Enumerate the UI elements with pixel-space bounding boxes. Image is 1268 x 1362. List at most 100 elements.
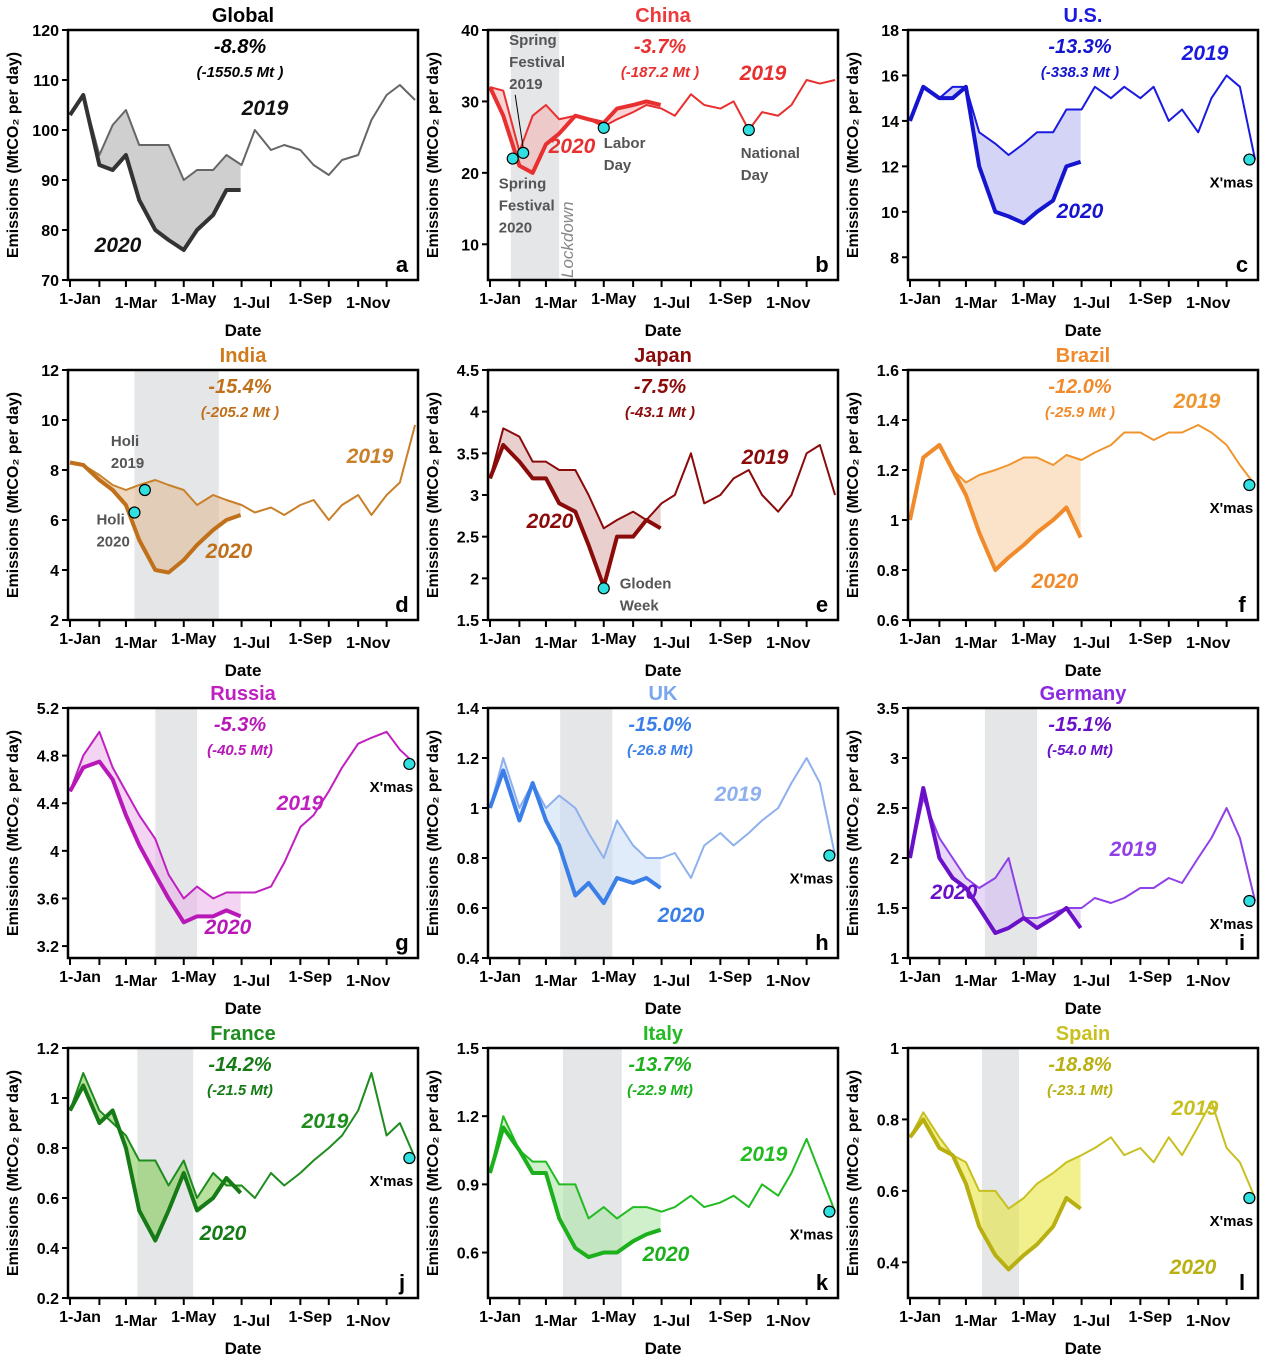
y-tick-label: 10 (461, 237, 479, 254)
x-tick-label: 1-Nov (346, 973, 391, 990)
x-tick-label: 1-Nov (766, 295, 811, 312)
y-tick-label: 3 (470, 488, 479, 505)
change-mt: (-205.2 Mt ) (201, 404, 279, 421)
x-tick-label: 1-Mar (955, 295, 998, 312)
x-tick-label: 1-Jan (479, 969, 521, 986)
event-label: 2020 (499, 220, 532, 237)
x-tick-label: 1-Jan (479, 291, 521, 308)
panel-letter: l (1239, 1270, 1245, 1295)
panel-letter: g (395, 930, 408, 955)
change-mt: (-1550.5 Mt ) (197, 64, 284, 81)
x-tick-label: 1-Jul (653, 1313, 690, 1330)
y-tick-label: 1 (890, 513, 899, 530)
panel-title: Global (212, 5, 274, 27)
y-tick-label: 0.6 (457, 901, 479, 918)
series-2019-line (489, 427, 837, 530)
event-marker (517, 146, 530, 159)
y-tick-label: 1.4 (877, 413, 899, 430)
x-tick-label: 1-Sep (1129, 1309, 1173, 1326)
x-tick-label: 1-Mar (115, 973, 158, 990)
x-tick-label: 1-Jul (653, 295, 690, 312)
x-tick-label: 1-May (171, 969, 216, 986)
series-label-2019: 2019 (301, 1110, 349, 1133)
series-2020-line (488, 768, 662, 905)
x-tick-label: 1-May (1011, 1309, 1056, 1326)
x-tick-label: 1-Jul (233, 635, 270, 652)
y-tick-label: 0.8 (877, 563, 899, 580)
change-mt: (-22.9 Mt) (627, 1082, 693, 1099)
panel-title: China (635, 5, 691, 27)
y-tick-label: 12 (41, 363, 59, 380)
y-tick-label: 90 (41, 173, 59, 190)
panel-russia: 3.2 3.6 4 4.4 4.8 5.2 1-Jan 1-Mar 1-May 1-Jul 1-Se… (5, 683, 420, 1018)
x-axis-label: Date (225, 321, 262, 340)
series-label-2019: 2019 (740, 1143, 788, 1166)
panel-letter: k (816, 1270, 829, 1295)
x-tick-label: 1-Jan (479, 631, 521, 648)
event-label: X'mas (1210, 1213, 1254, 1230)
x-tick-label: 1-Jul (233, 295, 270, 312)
y-tick-label: 0.9 (457, 1177, 479, 1194)
difference-fill (910, 788, 1081, 933)
x-tick-label: 1-Sep (709, 969, 753, 986)
x-tick-label: 1-Sep (709, 291, 753, 308)
event-label: X'mas (370, 1173, 414, 1190)
lockdown-shade (562, 1048, 622, 1298)
series-2019-line (909, 424, 1256, 521)
panel-letter: a (396, 252, 409, 277)
series-2019-line (69, 1072, 416, 1199)
panel-brazil: 0.6 0.8 1 1.2 1.4 1.6 1-Jan 1-Mar 1-May 1-Jul 1-Se… (845, 345, 1260, 680)
y-axis-label: Emissions (MtCO₂ per day) (5, 392, 22, 598)
x-axis-label: Date (645, 1339, 682, 1358)
plot-frame (486, 1046, 840, 1300)
y-tick-label: 40 (461, 23, 479, 40)
panel-title: Russia (210, 683, 276, 705)
change-percent: -12.0% (1048, 376, 1112, 398)
y-tick-label: 0.8 (457, 851, 479, 868)
y-tick-label: 10 (881, 205, 899, 222)
x-axis-label: Date (645, 999, 682, 1018)
y-tick-label: 2.5 (457, 530, 479, 547)
x-tick-label: 1-Nov (766, 973, 811, 990)
y-axis-label: Emissions (MtCO₂ per day) (845, 52, 862, 258)
x-tick-label: 1-May (591, 291, 636, 308)
series-label-2019: 2019 (1173, 390, 1221, 413)
x-tick-label: 1-Mar (955, 973, 998, 990)
x-tick-label: 1-Mar (115, 635, 158, 652)
panel-letter: j (398, 1270, 405, 1295)
x-tick-label: 1-Jul (1073, 635, 1110, 652)
change-mt: (-40.5 Mt) (207, 742, 273, 759)
event-label: Day (741, 167, 769, 184)
difference-fill (910, 86, 1081, 224)
event-label: National (741, 145, 800, 162)
y-axis-label: Emissions (MtCO₂ per day) (425, 392, 442, 598)
panel-spain: 0.4 0.6 0.8 1 1-Jan 1-Mar 1-May 1-Jul 1-Sep 1-Nov… (845, 1023, 1260, 1358)
panel-letter: i (1239, 930, 1245, 955)
y-tick-label: 5.2 (37, 701, 59, 718)
change-mt: (-21.5 Mt) (207, 1082, 273, 1099)
x-tick-label: 1-Mar (955, 1313, 998, 1330)
y-tick-label: 3.2 (37, 939, 59, 956)
event-label: Gloden (620, 575, 672, 592)
y-tick-label: 4.4 (37, 796, 59, 813)
series-2020-line (908, 443, 1083, 572)
event-label: Spring (499, 176, 547, 193)
event-label: 2020 (96, 534, 129, 551)
y-tick-label: 2 (470, 571, 479, 588)
y-tick-label: 8 (50, 463, 59, 480)
y-tick-label: 4.5 (457, 363, 479, 380)
panel-italy: 0.6 0.9 1.2 1.5 1-Jan 1-Mar 1-May 1-Jul 1-Sep 1-N… (425, 1023, 840, 1358)
change-percent: -14.2% (208, 1054, 272, 1076)
panel-title: U.S. (1064, 5, 1103, 27)
y-axis-label: Emissions (MtCO₂ per day) (425, 1070, 442, 1276)
series-label-2020: 2020 (526, 510, 574, 533)
y-tick-label: 3.5 (457, 446, 479, 463)
y-tick-label: 1.2 (877, 463, 899, 480)
x-tick-label: 1-May (1011, 631, 1056, 648)
change-percent: -7.5% (634, 376, 686, 398)
y-tick-label: 10 (41, 413, 59, 430)
panel-us: 8 10 12 14 16 18 1-Jan 1-Mar 1-May 1-Jul 1-Sep 1-No… (845, 5, 1260, 340)
panel-title: Japan (634, 345, 692, 367)
panel-letter: e (816, 592, 828, 617)
event-label: Day (604, 157, 632, 174)
